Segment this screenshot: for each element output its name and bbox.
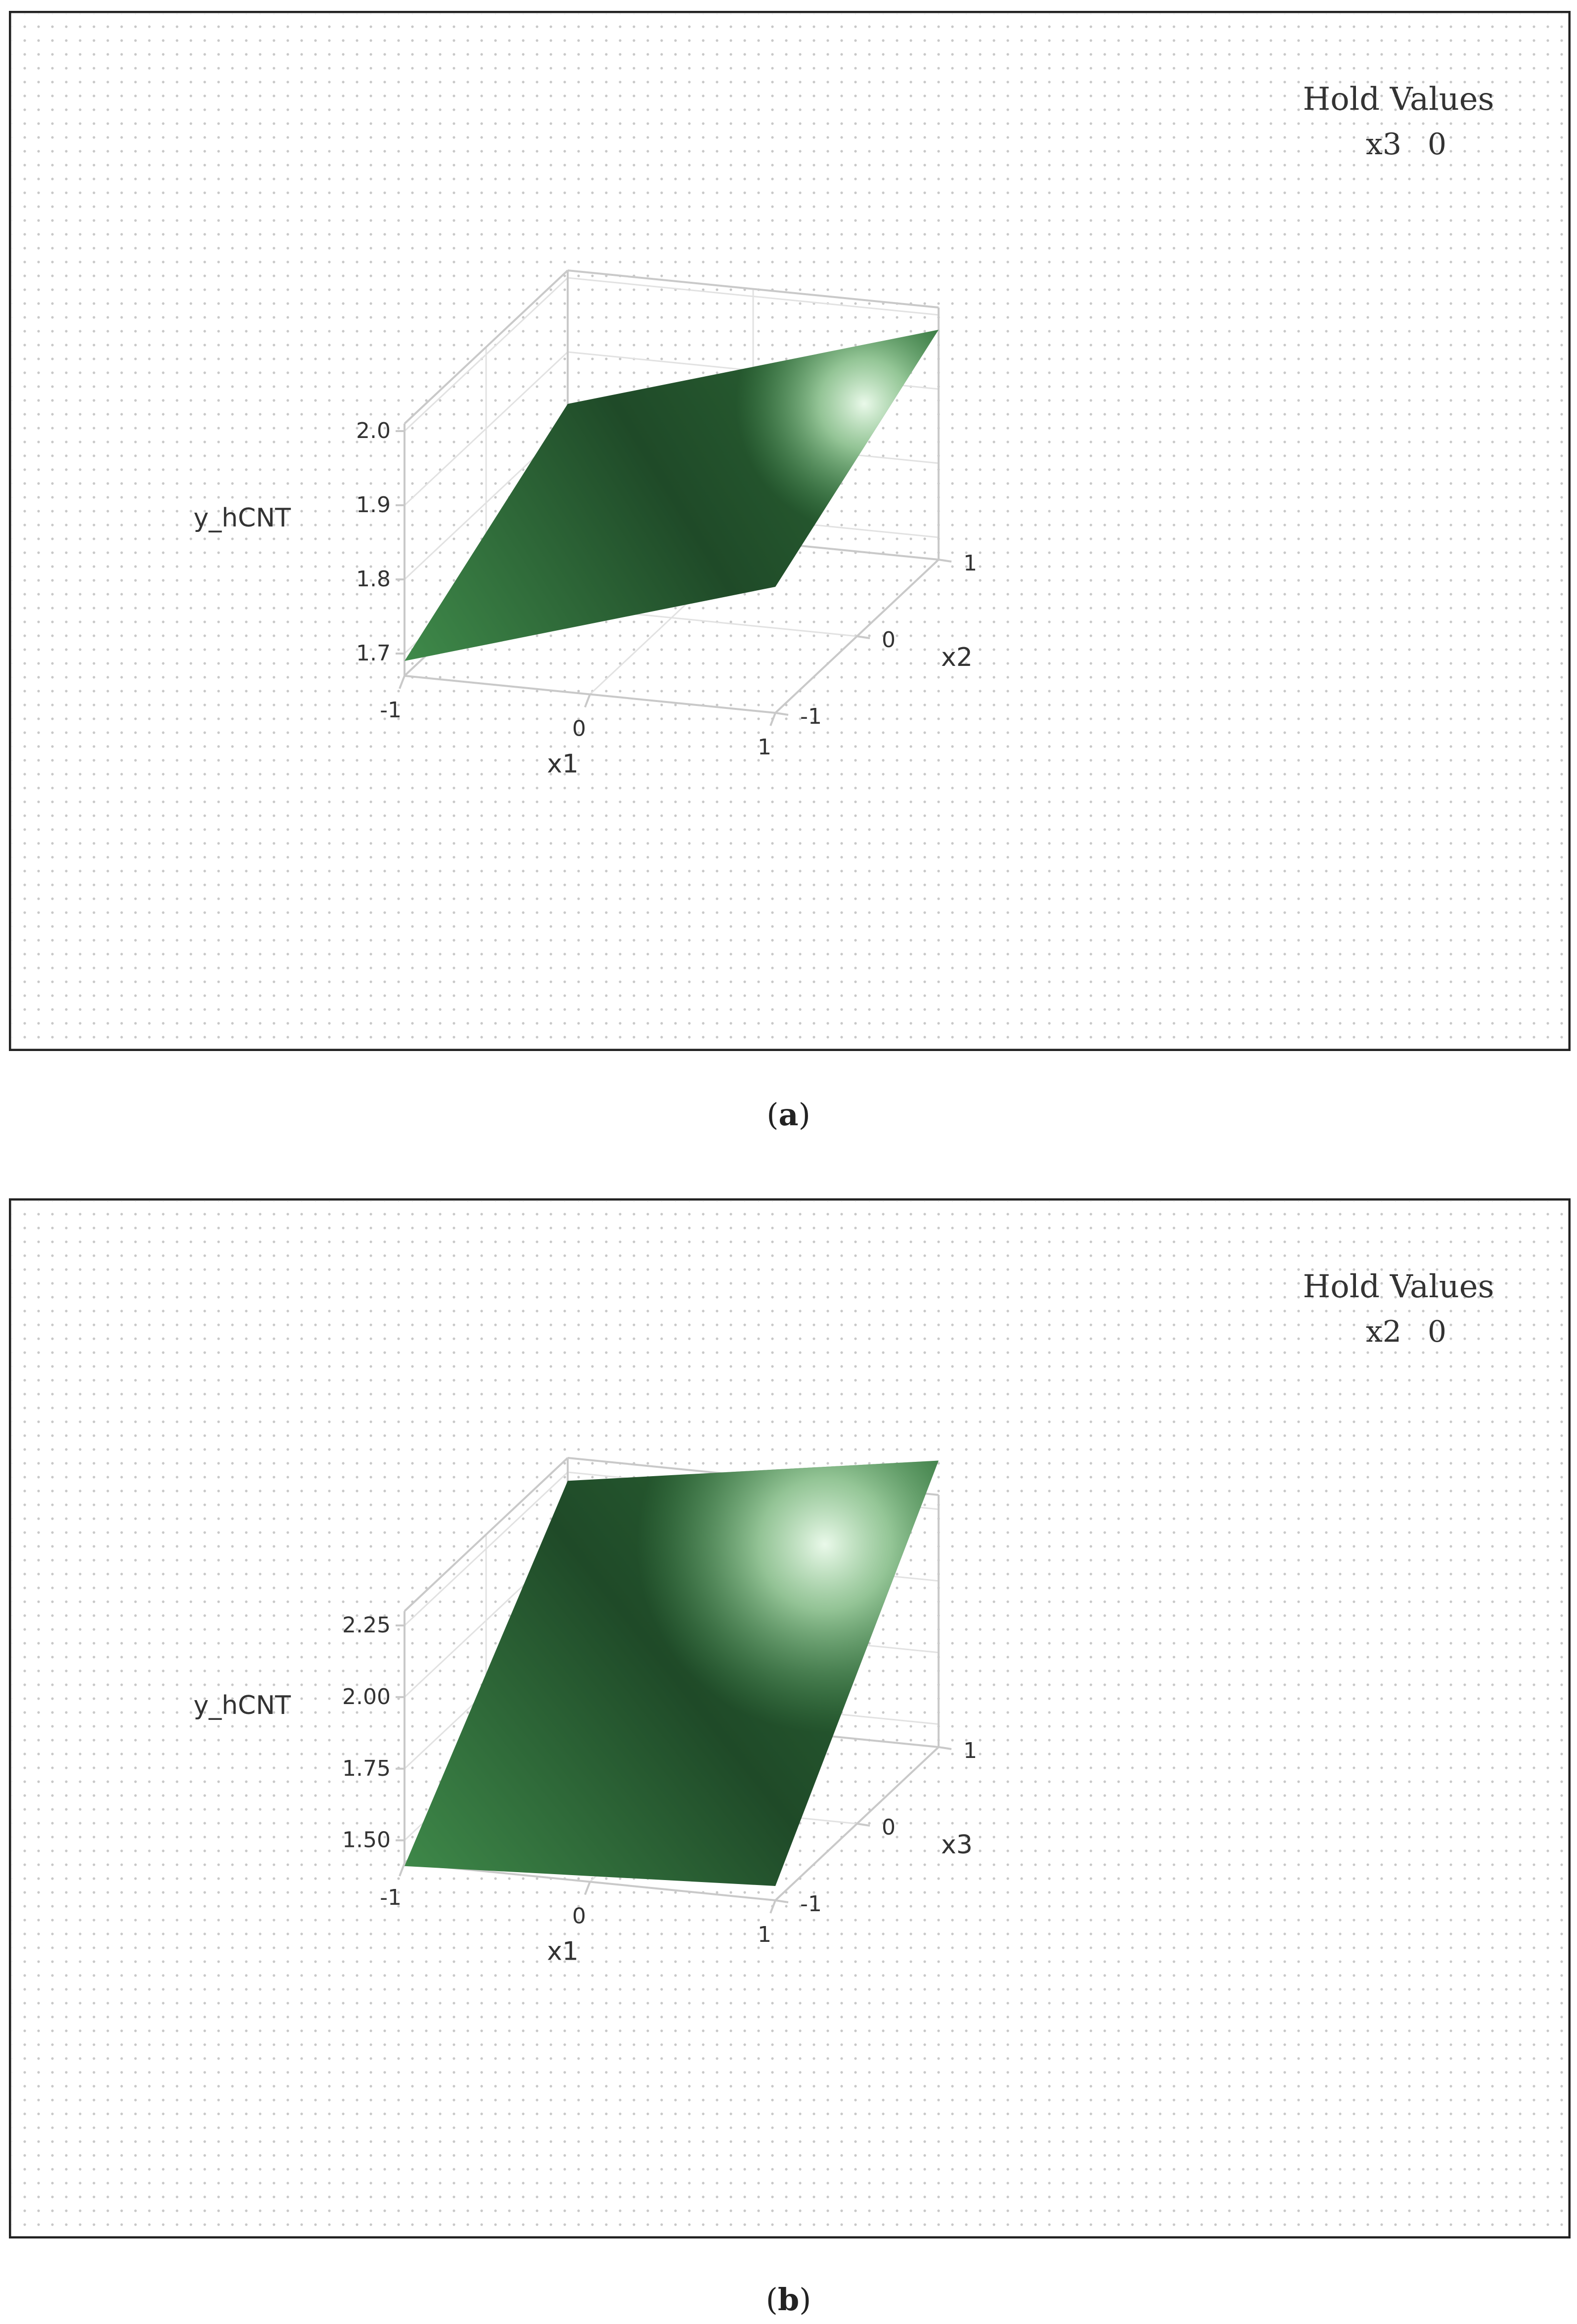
z-axis-label: y_hCNT xyxy=(193,1691,291,1720)
back-wall-gridline xyxy=(567,277,939,316)
y-tick-label: 1 xyxy=(963,1738,977,1763)
y-tick-mark xyxy=(775,712,789,716)
x-tick-label: 0 xyxy=(572,1904,586,1929)
z-axis-label: y_hCNT xyxy=(193,503,291,533)
x-tick-label: 1 xyxy=(758,1922,771,1947)
side-wall-gridline xyxy=(404,277,569,432)
hold-values-value: 0 xyxy=(1428,127,1446,162)
hold-values-title: Hold Values xyxy=(1303,81,1494,118)
caption-close: ) xyxy=(798,1096,811,1133)
x-tick-mark xyxy=(399,1863,406,1877)
caption-a: (a) xyxy=(0,1096,1577,1133)
x-tick-mark xyxy=(584,1881,591,1895)
caption-b: (b) xyxy=(0,2281,1577,2318)
x-tick-mark xyxy=(769,712,776,726)
y-axis-label: x2 xyxy=(941,643,973,672)
y-tick-label: -1 xyxy=(800,1891,822,1917)
x-axis-label: x1 xyxy=(547,1937,579,1967)
x-tick-mark xyxy=(769,1900,776,1914)
panel-a: 1.7 1.8 1.9 2.0 y_hCNT -1 0 1 x1 -1 0 1 x2 Hold Valu… xyxy=(9,11,1571,1051)
z-tick-label: 1.8 xyxy=(356,567,391,592)
z-tick-label: 2.00 xyxy=(342,1684,391,1710)
caption-close: ) xyxy=(799,2281,811,2318)
z-tick-label: 1.9 xyxy=(356,492,391,518)
z-tick-label: 1.75 xyxy=(342,1756,391,1781)
y-tick-mark xyxy=(856,635,870,639)
surface-highlight xyxy=(405,330,939,661)
y-tick-label: -1 xyxy=(800,704,822,729)
x-tick-label: -1 xyxy=(380,698,402,723)
axis-box-edge xyxy=(567,269,939,308)
x-tick-mark xyxy=(399,675,406,689)
axis-box-edge xyxy=(404,1457,569,1612)
surface-highlight xyxy=(405,1460,939,1886)
y-tick-mark xyxy=(856,1823,870,1827)
y-axis-label: x3 xyxy=(941,1830,973,1860)
z-tick-label: 2.25 xyxy=(342,1613,391,1638)
hold-values-variable: x3 xyxy=(1366,127,1401,162)
surface-plot: 1.50 1.75 2.00 2.25 y_hCNT -1 0 1 x1 -1 0 1 x3 xyxy=(193,1457,977,1967)
y-tick-mark xyxy=(938,559,952,563)
x-axis-label: x1 xyxy=(547,749,579,779)
caption-letter: a xyxy=(778,1096,799,1133)
panel-b: 1.50 1.75 2.00 2.25 y_hCNT -1 0 1 x1 -1 0 1 x3 Hold … xyxy=(9,1198,1571,2238)
x-tick-label: -1 xyxy=(380,1885,402,1910)
y-tick-label: 0 xyxy=(882,1815,896,1840)
y-tick-label: 0 xyxy=(882,627,896,653)
y-tick-mark xyxy=(775,1899,789,1903)
surface-plot: 1.7 1.8 1.9 2.0 y_hCNT -1 0 1 x1 -1 0 1 x2 xyxy=(193,269,977,779)
x-tick-label: 1 xyxy=(758,735,771,760)
caption-open: ( xyxy=(766,2281,778,2318)
hold-values-variable: x2 xyxy=(1366,1315,1401,1349)
z-tick-label: 1.50 xyxy=(342,1828,391,1853)
z-tick-label: 1.7 xyxy=(356,641,391,666)
caption-open: ( xyxy=(766,1096,779,1133)
y-tick-mark xyxy=(938,1746,952,1750)
side-wall-gridline xyxy=(404,1471,569,1626)
axis-box-edge xyxy=(404,269,569,425)
side-wall-gridline xyxy=(404,351,569,506)
hold-values-title: Hold Values xyxy=(1303,1269,1494,1305)
x-tick-mark xyxy=(584,694,591,708)
x-tick-label: 0 xyxy=(572,716,586,742)
y-tick-label: 1 xyxy=(963,551,977,576)
caption-letter: b xyxy=(777,2281,800,2318)
hold-values-value: 0 xyxy=(1428,1315,1446,1349)
z-tick-label: 2.0 xyxy=(356,418,391,443)
